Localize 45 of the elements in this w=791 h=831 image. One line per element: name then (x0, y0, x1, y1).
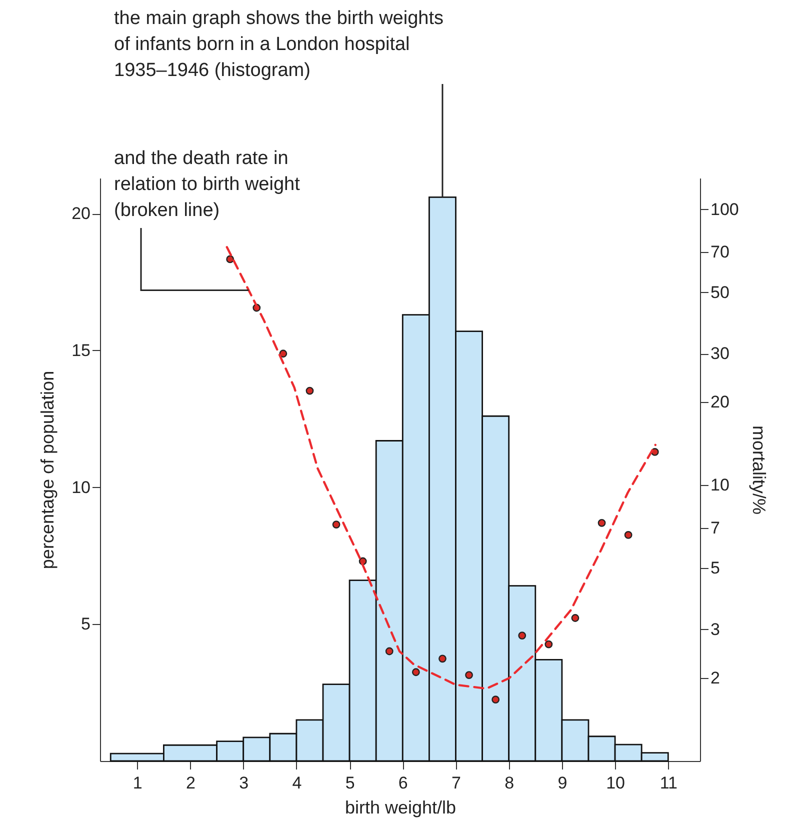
y2-tick-label: 7 (710, 518, 720, 538)
y2-tick-label: 30 (710, 344, 730, 364)
point (518, 632, 526, 640)
x-tick-label: 8 (504, 774, 514, 792)
x-axis-title: birth weight/lb (344, 798, 456, 818)
y-axis-title: percentage of population (38, 370, 58, 570)
point (571, 614, 580, 622)
point (598, 518, 606, 527)
y2-tick-label: 50 (710, 282, 730, 302)
point (385, 647, 394, 656)
y2-tick-label: 100 (710, 200, 739, 219)
y-tick-label: 10 (72, 478, 90, 497)
y-tick-label: 15 (72, 340, 90, 360)
line-series (226, 246, 656, 690)
x-tick-label: 4 (292, 774, 302, 792)
x-tick-label: 5 (345, 774, 355, 792)
y2-tick-label: 3 (710, 620, 720, 639)
point (624, 531, 632, 539)
y-tick-label: 20 (72, 204, 90, 224)
x-tick-label: 2 (186, 774, 196, 792)
x-tick-label: 7 (452, 774, 461, 792)
x-tick-label: 10 (606, 774, 626, 792)
point (332, 520, 340, 529)
y2-tick-label: 5 (710, 558, 720, 578)
y-tick-label: 5 (81, 614, 90, 634)
point (465, 671, 473, 679)
x-tick-label: 3 (239, 774, 249, 792)
y2-tick-label: 2 (710, 668, 720, 688)
y2-tick-label: 70 (710, 242, 730, 262)
point (279, 350, 288, 358)
annotation: and the death rate in relation to birth weight (broken line) (114, 147, 301, 223)
point (438, 654, 446, 663)
point (226, 255, 234, 264)
point (544, 640, 553, 648)
y2-tick-label: 20 (710, 392, 730, 412)
annotation: the main graph shows the birth weights of infants born in a London hospital 1935–1946 (histogram) (114, 7, 445, 83)
x-tick-label: 11 (660, 774, 678, 792)
x-tick-label: 1 (132, 774, 142, 792)
y2-axis-title: mortality/% (748, 425, 769, 515)
x-tick-label: 9 (558, 774, 568, 792)
point (492, 696, 500, 704)
point (412, 668, 420, 676)
y2-tick-label: 10 (710, 476, 730, 495)
x-tick-label: 6 (398, 774, 408, 792)
point (306, 386, 314, 395)
